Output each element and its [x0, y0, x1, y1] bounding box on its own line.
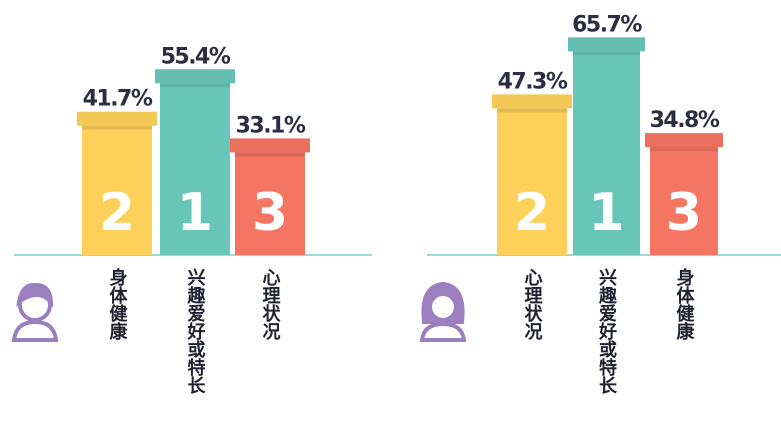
category-label: 心理状况 — [522, 268, 543, 341]
bar-cap-shadow — [573, 51, 640, 56]
rank-number: 1 — [177, 183, 213, 243]
girl-icon — [419, 281, 467, 342]
rank-number: 1 — [588, 183, 624, 243]
bar-cap — [155, 69, 235, 84]
boy-icon — [11, 282, 59, 342]
bar — [160, 83, 230, 255]
bar-cap — [77, 111, 157, 126]
bar-cap — [568, 37, 645, 52]
rank-number: 3 — [252, 183, 288, 243]
value-label: 55.4% — [161, 44, 231, 69]
bar — [82, 125, 152, 255]
bar-cap — [645, 133, 723, 148]
category-label: 身体健康 — [107, 267, 128, 341]
bar-cap — [230, 138, 310, 153]
bar-cap-shadow — [650, 147, 718, 152]
bar-cap-shadow — [82, 125, 152, 130]
category-label: 兴趣爱好或特长 — [596, 268, 618, 395]
rank-number: 2 — [514, 183, 550, 243]
rank-number: 2 — [99, 183, 135, 243]
category-label: 身体健康 — [674, 267, 695, 341]
bar — [650, 147, 718, 255]
category-label: 心理状况 — [260, 268, 281, 341]
value-label: 47.3% — [498, 69, 568, 94]
value-label: 34.8% — [650, 108, 720, 133]
rank-number: 3 — [666, 183, 702, 243]
bar — [497, 108, 567, 256]
value-label: 65.7% — [572, 12, 642, 37]
value-label: 41.7% — [83, 87, 153, 112]
bar-cap-shadow — [497, 108, 567, 113]
bar — [573, 51, 640, 255]
bar-cap-shadow — [160, 83, 230, 88]
value-label: 33.1% — [236, 113, 306, 138]
bar-cap — [492, 94, 572, 109]
category-label: 兴趣爱好或特长 — [185, 268, 207, 395]
bar-cap-shadow — [235, 152, 305, 157]
bar — [235, 152, 305, 255]
